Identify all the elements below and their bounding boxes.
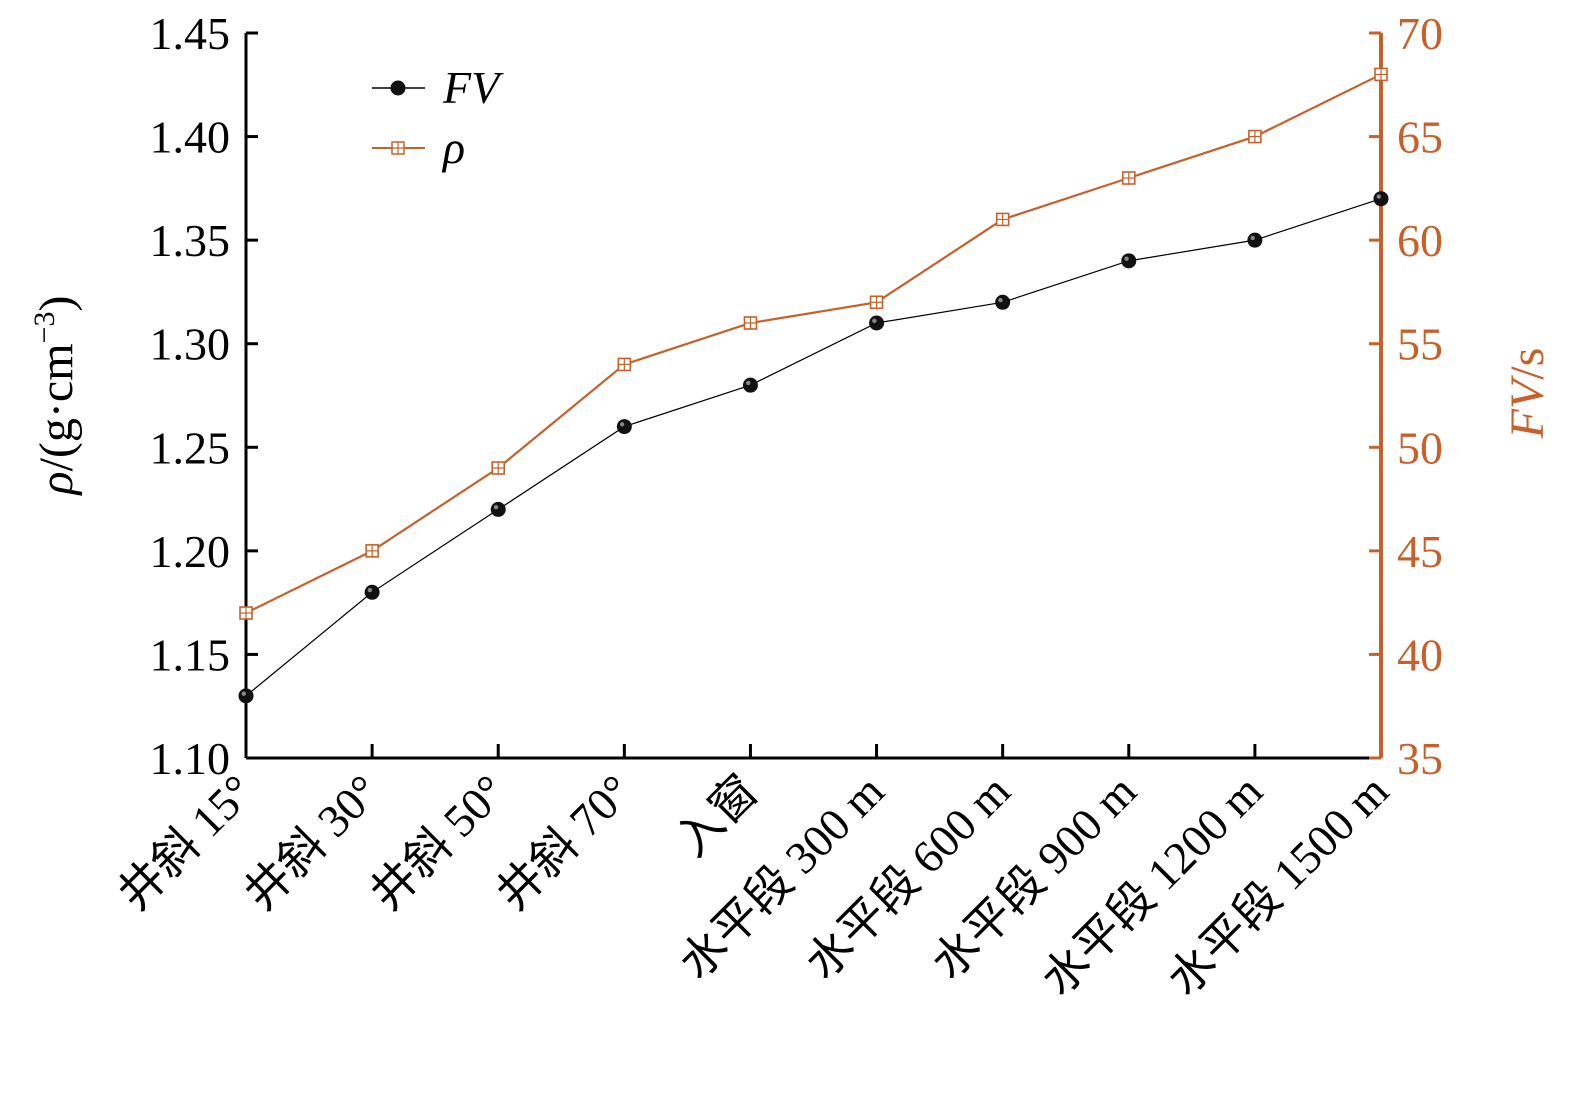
fv-point (364, 584, 380, 600)
legend: FV ρ (372, 62, 504, 173)
x-category-label: 入窗 (666, 765, 767, 866)
x-category-label: 井斜 70° (487, 765, 642, 920)
fv-point-dot (995, 294, 1011, 310)
fv-point (238, 688, 254, 704)
rho-point (1121, 171, 1136, 185)
fv-point-highlight (367, 587, 373, 593)
fv-point (1373, 191, 1389, 207)
rho-point (869, 295, 884, 310)
x-category-label: 井斜 30° (234, 765, 389, 920)
fv-point-dot (490, 501, 506, 517)
left-tick-label: 1.25 (150, 422, 231, 473)
x-category-label: 井斜 15° (108, 765, 263, 920)
rho-point (239, 606, 253, 620)
x-category-label: 水平段 1200 m (1032, 765, 1272, 1005)
fv-point-highlight (998, 297, 1003, 303)
left-tick-label: 1.20 (150, 526, 231, 577)
fv-point-dot (1121, 253, 1137, 269)
right-tick-label: 40 (1397, 629, 1443, 680)
rho-point (1248, 129, 1262, 144)
right-tick-label: 55 (1397, 319, 1443, 370)
left-axis-title: ρ/(g·cm−3) (28, 296, 83, 497)
legend-fv-label: FV (442, 62, 504, 113)
left-axis-title-unit: /(g·cm (30, 343, 83, 471)
fv-point-highlight (619, 422, 625, 427)
fv-point-highlight (746, 380, 751, 386)
x-category-label: 水平段 1500 m (1158, 765, 1398, 1005)
rho-point (365, 544, 379, 558)
fv-point-dot (742, 377, 758, 393)
series-line-rho (245, 73, 1382, 614)
fv-point-highlight (1376, 194, 1382, 199)
fv-point (1247, 232, 1263, 248)
fv-point (869, 315, 885, 331)
fv-point (490, 501, 506, 517)
fv-point-highlight (1124, 256, 1129, 261)
fv-point-highlight (493, 505, 499, 510)
fv-point-highlight (241, 691, 246, 696)
series-lines (245, 73, 1382, 697)
series-line-fv (245, 198, 1382, 697)
right-tick-label: 50 (1397, 422, 1443, 473)
rho-point (617, 357, 632, 372)
fv-point-dot (1247, 232, 1263, 248)
legend-fv-marker (390, 80, 406, 96)
right-tick-label: 35 (1397, 733, 1443, 784)
left-tick-label: 1.15 (150, 629, 231, 680)
left-axis-title-close: ) (30, 296, 83, 312)
series-markers (238, 67, 1389, 704)
legend-rho-label: ρ (441, 122, 465, 173)
right-tick-label: 60 (1397, 215, 1443, 266)
right-axis-title-symbol: FV (1501, 375, 1554, 439)
fv-point (995, 294, 1011, 310)
rho-point (995, 212, 1010, 227)
left-tick-label: 1.45 (150, 8, 231, 59)
left-axis-title-symbol: ρ (30, 471, 83, 496)
fv-point-dot (1373, 191, 1389, 207)
fv-point-dot (616, 419, 632, 435)
legend-rho-marker (391, 141, 405, 155)
rho-point (1374, 67, 1388, 82)
x-category-label: 井斜 50° (361, 765, 516, 920)
left-tick-label: 1.10 (150, 733, 231, 784)
fv-point-dot (364, 584, 380, 600)
rho-point (491, 461, 506, 475)
right-axis-title-unit: /s (1501, 348, 1554, 380)
left-tick-label: 1.40 (150, 112, 231, 163)
fv-point-dot (869, 315, 885, 331)
fv-point (1121, 253, 1137, 269)
fv-point-highlight (872, 318, 877, 323)
axes: 1.10 1.15 1.20 1.25 1.30 1.35 1.40 1.45 35 40 45 50… (108, 8, 1443, 1005)
left-tick-label: 1.30 (150, 319, 231, 370)
right-tick-label: 65 (1397, 112, 1443, 163)
left-tick-label: 1.35 (150, 215, 231, 266)
fv-point-dot (238, 688, 254, 704)
fv-point (616, 419, 632, 435)
right-tick-label: 45 (1397, 526, 1443, 577)
fv-point-highlight (1250, 235, 1255, 241)
right-tick-label: 70 (1397, 8, 1443, 59)
rho-point (743, 316, 758, 330)
left-axis-title-exponent: −3 (28, 312, 61, 344)
fv-point (742, 377, 758, 393)
right-axis-title: FV/s (1501, 348, 1554, 440)
